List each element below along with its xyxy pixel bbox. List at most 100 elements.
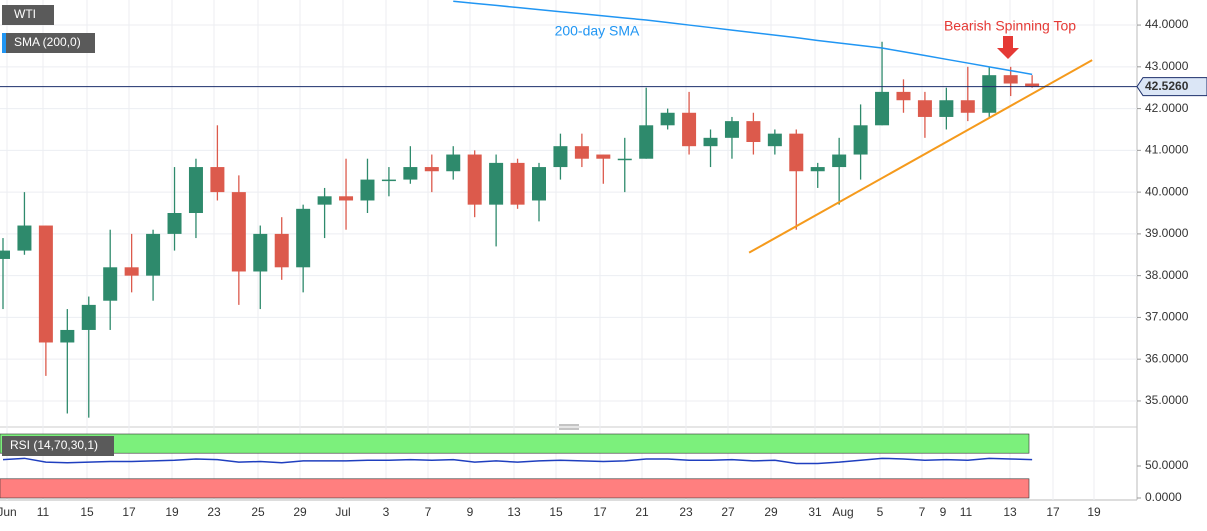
candle-body bbox=[896, 91, 911, 101]
candle-body bbox=[317, 196, 332, 205]
overlay: Jun 11 15 17 19 23 25 29 Jul 3 7 9 13 15 17 21 23 27 29 31 A… bbox=[0, 5, 1207, 519]
y-tick-label: 39.0000 bbox=[1145, 226, 1189, 240]
x-tick-label: 3 bbox=[383, 505, 390, 519]
candle-body bbox=[381, 179, 396, 182]
candle-body bbox=[853, 125, 868, 155]
candle-body bbox=[789, 133, 804, 172]
legend-swatch bbox=[2, 33, 6, 53]
rsi-line bbox=[2, 457, 1033, 465]
candle-body bbox=[339, 196, 354, 201]
x-tick-label: 11 bbox=[37, 505, 50, 519]
candle-body bbox=[596, 154, 611, 159]
x-tick-label: 23 bbox=[207, 505, 221, 519]
x-tick-label: 19 bbox=[165, 505, 179, 519]
candle-body bbox=[296, 208, 311, 268]
candle-body bbox=[1003, 75, 1018, 84]
candle-body bbox=[360, 179, 375, 201]
candle-body bbox=[146, 233, 161, 276]
x-tick-label: 17 bbox=[1046, 505, 1060, 519]
x-tick-label: 21 bbox=[635, 505, 649, 519]
main-pane bbox=[0, 0, 1137, 418]
x-tick-label: 23 bbox=[679, 505, 693, 519]
x-tick-label: 15 bbox=[549, 505, 563, 519]
annotation: Bearish Spinning Top bbox=[944, 18, 1076, 34]
legend-box bbox=[2, 33, 95, 53]
x-tick-label: 29 bbox=[764, 505, 778, 519]
x-tick-label: 9 bbox=[940, 505, 947, 519]
sma-line bbox=[453, 0, 1033, 76]
legend-box bbox=[2, 436, 114, 456]
candle-body bbox=[574, 146, 589, 159]
candle-body bbox=[660, 112, 675, 126]
y-tick-label: 42.0000 bbox=[1145, 101, 1189, 115]
upper-band bbox=[0, 433, 1030, 454]
candle-body bbox=[810, 167, 825, 172]
legend-box bbox=[2, 5, 54, 25]
candle-body bbox=[446, 154, 461, 172]
candle-body bbox=[210, 167, 225, 193]
candle-body bbox=[703, 137, 718, 147]
x-tick-label: Jul bbox=[335, 505, 350, 519]
candle-body bbox=[510, 162, 525, 205]
y-tick-label: 38.0000 bbox=[1145, 268, 1189, 282]
y-tick-label: 50.0000 bbox=[1145, 458, 1189, 472]
candle-body bbox=[682, 112, 697, 147]
y-tick-label: 37.0000 bbox=[1145, 310, 1189, 324]
x-tick-label: 15 bbox=[80, 505, 94, 519]
candle-body bbox=[767, 133, 782, 147]
y-tick-label: 36.0000 bbox=[1145, 351, 1189, 365]
x-tick-label: Jun bbox=[0, 505, 17, 519]
legend-label: SMA (200,0) bbox=[14, 35, 81, 49]
x-tick-label: 31 bbox=[808, 505, 822, 519]
candle-body bbox=[532, 167, 546, 201]
candle-body bbox=[746, 121, 761, 143]
candle-body bbox=[489, 162, 504, 205]
x-tick-label: 7 bbox=[919, 505, 926, 519]
lower-band bbox=[0, 478, 1030, 499]
x-tick-label: 9 bbox=[467, 505, 474, 519]
candle-body bbox=[617, 158, 632, 161]
x-tick-label: Aug bbox=[832, 505, 853, 519]
rsi-pane bbox=[0, 433, 1033, 499]
candle-body bbox=[188, 167, 203, 214]
price-tag bbox=[1136, 77, 1207, 97]
y-tick-label: 43.0000 bbox=[1145, 59, 1189, 73]
y-tick-label: 35.0000 bbox=[1145, 393, 1189, 407]
candle-body bbox=[875, 91, 890, 126]
candle-body bbox=[982, 75, 997, 113]
price-label: 42.5260 bbox=[1145, 79, 1189, 93]
arrow bbox=[997, 36, 1019, 59]
candle-body bbox=[103, 267, 118, 301]
x-tick-label: 25 bbox=[251, 505, 265, 519]
y-tick-label: 0.0000 bbox=[1145, 490, 1182, 504]
x-tick-label: 5 bbox=[877, 505, 884, 519]
x-tick-label: 13 bbox=[1003, 505, 1017, 519]
annotation: 200-day SMA bbox=[555, 23, 640, 39]
x-tick-label: 19 bbox=[1087, 505, 1101, 519]
legend-label: WTI bbox=[14, 7, 36, 21]
grid bbox=[0, 0, 1137, 500]
candle-body bbox=[832, 154, 847, 168]
candle-body bbox=[403, 167, 418, 180]
candle-body bbox=[939, 100, 954, 117]
candle-body bbox=[124, 267, 139, 276]
trendline bbox=[748, 59, 1093, 254]
candle-body bbox=[724, 121, 739, 138]
candle-body bbox=[424, 167, 439, 172]
y-tick-label: 41.0000 bbox=[1145, 143, 1189, 157]
x-tick-label: 13 bbox=[507, 505, 521, 519]
x-tick-label: 7 bbox=[425, 505, 432, 519]
y-tick-label: 40.0000 bbox=[1145, 184, 1189, 198]
candle-body bbox=[553, 146, 568, 168]
candle-body bbox=[60, 329, 75, 343]
candle-body bbox=[0, 250, 10, 259]
candle-body bbox=[17, 225, 32, 251]
x-tick-label: 17 bbox=[593, 505, 607, 519]
candle-body bbox=[38, 225, 53, 343]
candle-body bbox=[917, 100, 932, 117]
candle-body bbox=[253, 233, 268, 272]
y-tick-label: 44.0000 bbox=[1145, 17, 1189, 31]
candle-body bbox=[81, 304, 96, 330]
candle-body bbox=[467, 154, 482, 205]
